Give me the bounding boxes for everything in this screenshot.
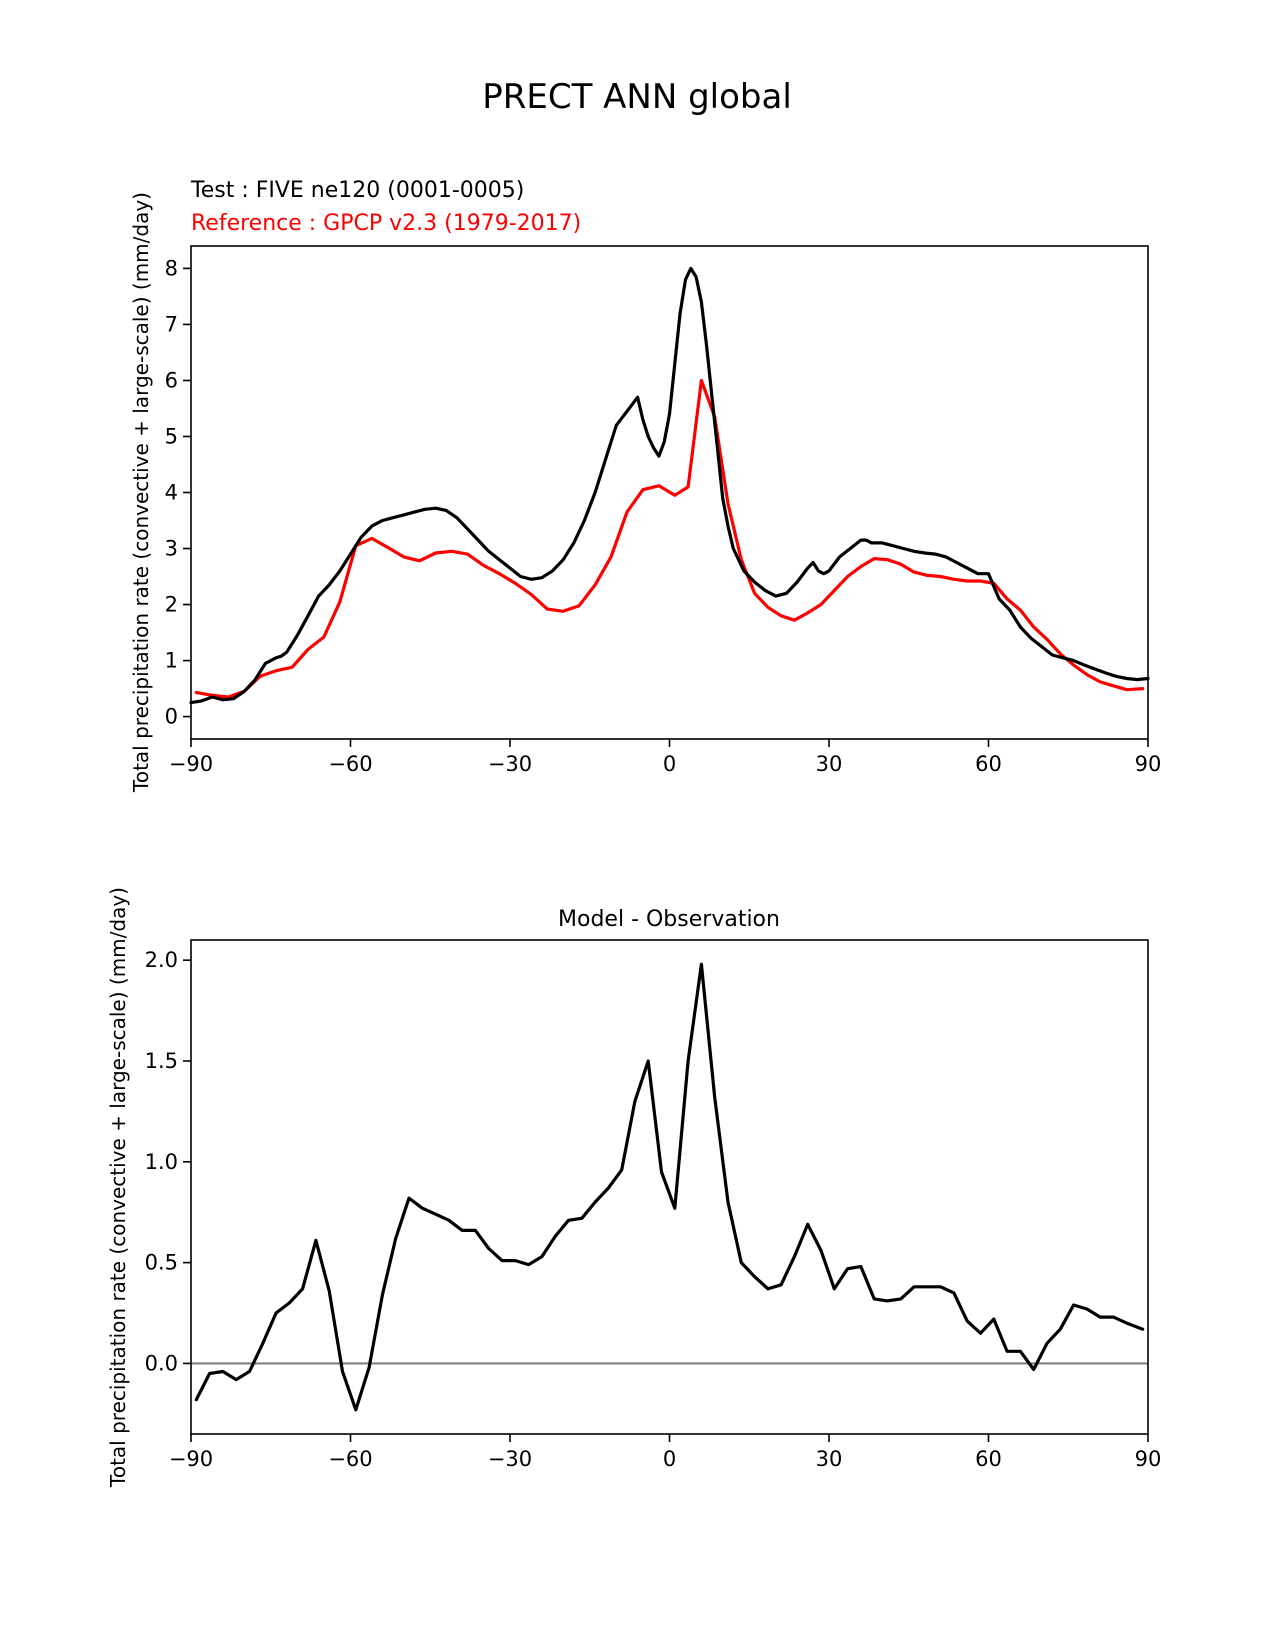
y-tick-label: 0.5: [145, 1251, 178, 1275]
x-tick-label: 60: [975, 752, 1002, 776]
x-tick-label: −90: [169, 752, 213, 776]
y-tick-label: 8: [165, 256, 178, 280]
y-tick-label: 3: [165, 537, 178, 561]
series-line: Reference : GPCP v2.3 (1979-2017): [194, 378, 1145, 699]
bottom-y-axis-label: Total precipitation rate (convective + l…: [106, 887, 130, 1488]
series-line: Test : FIVE ne120 (0001-0005): [189, 266, 1150, 705]
x-tick-label: 30: [816, 752, 843, 776]
y-tick-label: 4: [165, 481, 178, 505]
y-tick-label: 0: [165, 705, 178, 729]
y-tick-label: 1.5: [145, 1049, 178, 1073]
top-plot-frame: [190, 245, 1149, 740]
y-tick-label: 7: [165, 312, 178, 336]
x-tick-label: −30: [488, 752, 532, 776]
y-tick-label: 0.0: [145, 1351, 178, 1375]
x-tick-label: 0: [663, 752, 676, 776]
y-tick-label: 2: [165, 593, 178, 617]
x-tick-label: 0: [663, 1447, 676, 1471]
bottom-panel: Model - Observation −90 −60 −30 0 30 60 90 0.0 0…: [106, 887, 1161, 1488]
y-tick-label: 1: [165, 649, 178, 673]
y-tick-label: 2.0: [145, 948, 178, 972]
test-dataset-label: Test : FIVE ne120 (0001-0005): [190, 178, 524, 203]
x-tick-label: −30: [488, 1447, 532, 1471]
x-tick-label: −90: [169, 1447, 213, 1471]
x-tick-label: −60: [328, 1447, 372, 1471]
bottom-series-lines: Model - Observation: [194, 962, 1145, 1412]
top-axis-ticks: −90 −60 −30 0 30 60 90 0 1 2 3 4 5 6 7 8: [165, 256, 1162, 776]
x-tick-label: 30: [816, 1447, 843, 1471]
reference-dataset-label: Reference : GPCP v2.3 (1979-2017): [191, 211, 581, 236]
y-tick-label: 1.0: [145, 1150, 178, 1174]
y-tick-label: 6: [165, 368, 178, 392]
series-line: Model - Observation: [194, 962, 1145, 1412]
bottom-plot-frame: [190, 939, 1149, 1435]
top-series-lines: Reference : GPCP v2.3 (1979-2017)Test : …: [189, 266, 1150, 705]
top-panel: Test : FIVE ne120 (0001-0005) Reference …: [129, 178, 1161, 793]
difference-panel-title: Model - Observation: [558, 907, 780, 932]
figure-suptitle: PRECT ANN global: [482, 77, 792, 117]
bottom-axis-ticks: −90 −60 −30 0 30 60 90 0.0 0.5 1.0 1.5 2.0: [145, 948, 1162, 1471]
x-tick-label: 60: [975, 1447, 1002, 1471]
x-tick-label: 90: [1135, 752, 1162, 776]
top-y-axis-label: Total precipitation rate (convective + l…: [129, 192, 153, 793]
y-tick-label: 5: [165, 424, 178, 448]
x-tick-label: −60: [328, 752, 372, 776]
x-tick-label: 90: [1135, 1447, 1162, 1471]
